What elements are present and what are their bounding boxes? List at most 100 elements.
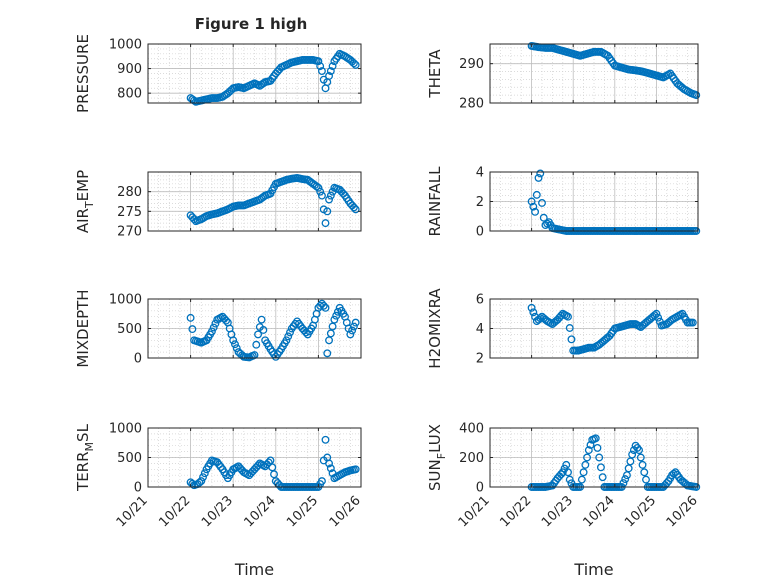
data-point [254,330,262,339]
data-point [282,336,291,345]
subplot-grid: 800 900 1000 PRESSURE 280 290 THETA 270 275 280 AI… [74,34,701,579]
data-point [257,315,266,324]
tick-marks [489,44,699,104]
data-point [328,322,337,331]
y-tick-label: 2 [476,195,484,210]
minor-grid [490,427,698,488]
tick-marks [489,171,699,232]
data-point [325,195,333,204]
x-axis-label: Time [573,560,613,579]
major-grid [148,299,361,358]
data-point [638,460,647,469]
data-point [596,463,605,472]
data-point [229,336,238,345]
tick-marks [489,298,699,359]
data-point [595,453,604,462]
data-point [348,326,357,335]
y-tick-label: 1000 [109,38,142,53]
tick-marks [147,43,362,103]
x-tick-label: 10/23 [199,493,236,530]
y-axis-label: MIXDEPTH [74,289,92,367]
data-point [531,207,540,216]
data-point [619,479,628,488]
y-tick-label: 275 [117,205,142,220]
data-point [323,349,332,358]
x-tick-label: 10/25 [622,493,659,530]
data-point [527,303,536,312]
x-tick-label: 10/26 [327,493,364,530]
data-point [232,344,241,353]
y-axis-label-subscript: F [435,453,448,459]
data-point [583,453,592,462]
y-tick-label: 800 [117,87,142,102]
data-point [321,219,330,228]
data-point [209,323,218,332]
data-point [529,308,538,317]
data-point [321,435,330,444]
data-point [564,468,572,477]
data-point [351,318,360,327]
y-tick-label: 0 [476,225,484,240]
tick-marks [147,172,362,232]
subplot-pressure: 800 900 1000 PRESSURE [74,34,362,113]
y-tick-label: 280 [117,185,142,200]
axes-box [147,43,362,104]
y-axis-label-main: RAINFALL [426,166,444,237]
data-point [318,477,326,486]
data-point [252,340,261,349]
minor-grid [490,298,698,359]
x-tick-label: 10/23 [539,493,576,530]
y-tick-label: 2 [476,352,484,367]
y-tick-label: 0 [134,481,142,496]
series-markers [186,49,360,106]
data-point [319,301,328,310]
data-point [200,469,209,478]
data-point [529,202,538,211]
data-point [328,62,337,71]
data-point [565,324,574,332]
data-point [591,434,600,443]
data-point [270,470,278,479]
figure-title: Figure 1 high [195,15,308,33]
data-point [286,328,294,337]
data-point [351,60,360,69]
y-axis-label: PRESSURE [74,34,92,113]
data-point [207,327,216,336]
series-markers [527,42,701,100]
data-point [538,199,546,207]
major-grid [148,172,361,231]
subplot-mixdepth: 0 500 1000 MIXDEPTH [74,289,362,368]
data-point [222,316,231,325]
data-point [622,471,631,480]
data-point [326,329,335,338]
y-tick-label: 1000 [109,422,142,437]
data-point [325,336,333,345]
data-point [197,477,206,486]
x-tick-label: 10/24 [581,493,618,530]
tick-marks [147,298,362,359]
axes-box [147,171,362,232]
subplot-sun_flux: 0 200 400 10/21 10/22 10/23 10/24 10/25 10/26 SUN… [426,422,701,580]
data-point [584,446,593,455]
data-point [624,464,633,473]
data-point [565,475,574,484]
data-point [330,315,339,324]
data-point [199,473,207,482]
y-tick-label: 0 [134,352,142,367]
data-point [314,183,323,192]
major-grid [148,44,361,103]
y-axis-label-main: H2OMIXRA [426,288,444,369]
y-axis-label-main: PRESSURE [74,34,92,113]
x-tick-label: 10/21 [114,493,151,530]
y-tick-label: 4 [476,166,484,181]
subplot-theta: 280 290 THETA [426,42,701,112]
y-axis-label-main: MIXDEPTH [74,289,92,367]
y-axis-label: TERRMSL [74,423,96,492]
data-point [652,309,661,318]
y-axis-label-rest: SL [74,423,92,442]
data-point [325,72,333,80]
data-point [326,464,335,473]
subplot-terr_msl: 0 500 1000 10/21 10/22 10/23 10/24 10/25 10/26 TE… [74,422,364,580]
data-point [633,443,642,452]
